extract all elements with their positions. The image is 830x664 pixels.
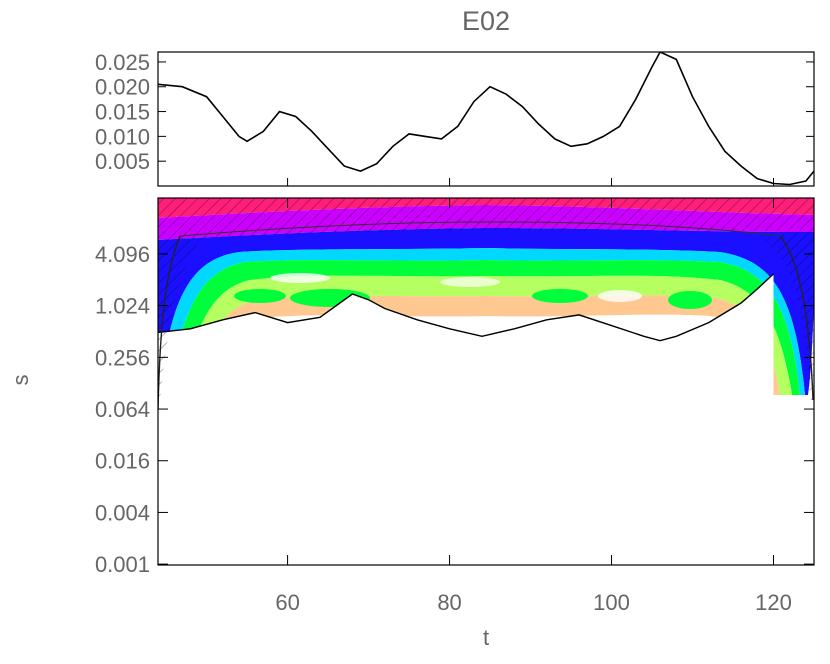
top-y-tick-label: 0.010 [95,124,150,149]
bottom-plot-frame [157,197,815,566]
band-lime [182,275,792,395]
band-cyan [160,248,805,395]
bottom-y-tick-label: 0.016 [95,449,150,474]
coi-hatch-right [760,230,814,400]
coi-edge-right [779,235,814,401]
chart-title: E02 [462,6,510,36]
bottom-y-tick-label: 1.024 [95,294,150,319]
band-blue [158,228,814,395]
bottom-x-tick-label: 120 [755,590,792,615]
bottom-y-ticks: 4.096 1.024 0.256 0.064 0.016 0.004 0.001 [95,242,814,577]
band-green [170,260,800,395]
bottom-x-tick-label: 60 [275,590,299,615]
power-blob-3 [668,291,712,309]
bottom-x-tick-label: 100 [593,590,630,615]
band-peach [196,295,780,395]
bottom-x-tick-label: 80 [437,590,461,615]
power-blob-7 [598,290,642,302]
top-y-tick-label: 0.015 [95,100,150,125]
top-y-tick-label: 0.005 [95,149,150,174]
bottom-y-tick-label: 0.256 [95,345,150,370]
power-blob-5 [270,273,330,283]
y-axis-label: s [8,375,33,386]
bottom-panel: 4.096 1.024 0.256 0.064 0.016 0.004 0.001 60 80… [8,197,815,650]
top-plot-frame [157,51,815,187]
bottom-y-tick-label: 0.001 [95,552,150,577]
coi-edge-top [179,221,781,237]
bottom-x-ticks: 60 80 100 120 [275,198,792,615]
power-blob-6 [440,277,500,287]
top-y-tick-label: 0.025 [95,50,150,75]
low-power-region [158,273,774,565]
x-axis-label: t [483,625,489,650]
bottom-y-tick-label: 0.064 [95,397,150,422]
top-y-tick-label: 0.020 [95,75,150,100]
significance-contour [158,273,774,342]
time-series-line [158,52,814,186]
power-blob-4 [532,289,588,303]
top-tick-marks [158,61,814,186]
bottom-y-tick-label: 4.096 [95,242,150,267]
bottom-y-tick-label: 0.004 [95,500,150,525]
coi-edge-left [158,235,181,411]
wavelet-field [158,198,814,565]
power-blob-2 [234,289,286,303]
coi-hatch-top [158,198,814,240]
